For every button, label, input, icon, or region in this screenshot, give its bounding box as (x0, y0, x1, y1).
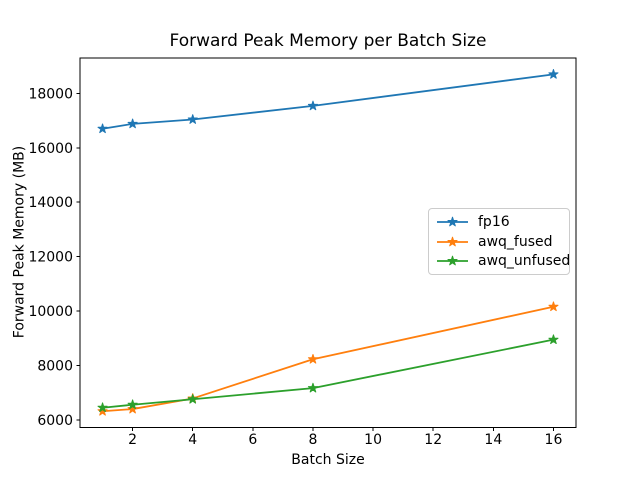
series-marker-awq_fused (127, 403, 138, 414)
series-marker-awq_fused (548, 301, 559, 312)
x-tick-label: 14 (484, 432, 502, 448)
x-tick-label: 6 (248, 432, 257, 448)
legend: fp16 awq_fused awq_unfused (428, 208, 570, 275)
series-marker-awq_fused (97, 405, 108, 416)
y-tick-label: 18000 (28, 86, 73, 102)
series-line-fp16 (101, 73, 555, 130)
series-marker-awq_unfused (127, 399, 138, 410)
series-marker-awq_fused (307, 353, 319, 364)
series-marker-fp16 (307, 100, 319, 111)
legend-label: awq_fused (478, 233, 553, 250)
x-axis-label: Batch Size (291, 452, 365, 468)
x-tick-label: 2 (128, 432, 137, 448)
legend-label: fp16 (478, 213, 510, 230)
legend-star-marker (447, 255, 458, 266)
y-tick-label: 6000 (37, 413, 73, 429)
legend-label: awq_unfused (478, 253, 571, 270)
legend-line-star-icon (437, 216, 468, 227)
legend-item-fp16: fp16 (436, 212, 563, 232)
series-marker-fp16 (548, 69, 559, 79)
y-tick-label: 10000 (28, 304, 73, 320)
x-tick-label: 10 (364, 432, 382, 448)
x-tick-label: 12 (424, 432, 442, 448)
series-marker-fp16 (97, 123, 108, 134)
axes-frame (79, 57, 577, 428)
series-marker-fp16 (127, 118, 138, 129)
series-line-awq_fused (101, 305, 555, 413)
y-tick-label: 14000 (28, 195, 73, 211)
legend-line-star-icon (437, 236, 468, 246)
series-marker-awq_unfused (307, 382, 319, 393)
series-marker-awq_unfused (548, 334, 559, 345)
x-tick-label: 4 (188, 432, 197, 448)
series-line-awq_unfused (101, 338, 555, 409)
legend-star-marker (447, 236, 458, 246)
y-tick-label: 16000 (28, 141, 73, 157)
series-marker-awq_unfused (97, 402, 108, 413)
x-tick-label: 8 (309, 432, 318, 448)
y-tick-label: 12000 (28, 250, 73, 266)
legend-item-awq-fused: awq_fused (436, 232, 563, 252)
legend-item-awq-unfused: awq_unfused (436, 251, 570, 271)
y-tick-label: 8000 (37, 359, 73, 375)
legend-star-marker (447, 216, 458, 227)
series-marker-fp16 (187, 114, 198, 124)
series-marker-awq_unfused (187, 393, 198, 404)
chart-title: Forward Peak Memory per Batch Size (169, 31, 487, 51)
legend-line-star-icon (437, 255, 468, 266)
x-tick-label: 16 (545, 432, 563, 448)
